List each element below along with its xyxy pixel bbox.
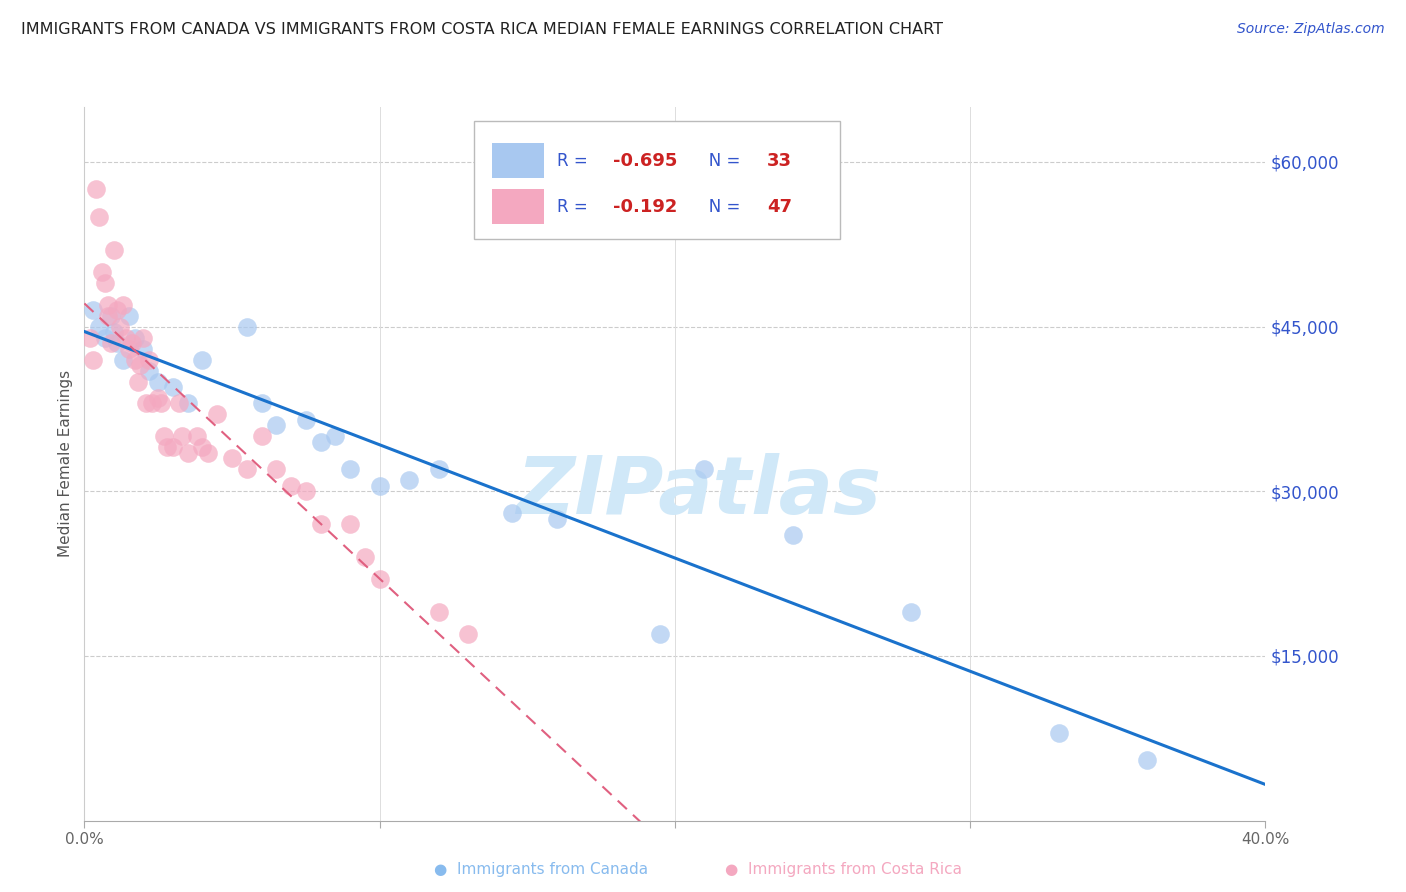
Point [162,380,184,394]
Point [97,309,120,323]
Point [1047,726,1070,740]
Text: R =: R = [557,152,593,169]
Point [114,330,136,344]
Text: 33: 33 [768,152,792,169]
Y-axis label: Median Female Earnings: Median Female Earnings [58,370,73,558]
Text: IMMIGRANTS FROM CANADA VS IMMIGRANTS FROM COSTA RICA MEDIAN FEMALE EARNINGS CORR: IMMIGRANTS FROM CANADA VS IMMIGRANTS FRO… [21,22,943,37]
Point [191,441,214,455]
Text: N =: N = [693,198,745,216]
Point [118,342,141,356]
Point [111,352,134,367]
Point [118,309,141,323]
Point [368,479,391,493]
FancyBboxPatch shape [492,143,544,178]
Point [84,182,107,196]
FancyBboxPatch shape [492,189,544,225]
Text: 47: 47 [768,198,792,216]
Point [264,418,288,433]
Point [150,396,173,410]
Text: -0.695: -0.695 [613,152,678,169]
Point [186,429,208,443]
Text: N =: N = [693,152,745,169]
Point [354,550,377,565]
Point [138,352,160,367]
Point [82,303,104,318]
Point [111,298,134,312]
Point [79,330,101,344]
Point [105,303,128,318]
Point [91,265,114,279]
Point [100,336,122,351]
Point [94,276,117,290]
Point [339,517,361,532]
Text: -0.192: -0.192 [613,198,678,216]
Point [177,396,200,410]
Point [124,352,146,367]
Point [693,462,716,476]
Point [280,479,302,493]
Point [648,627,672,641]
Point [141,396,163,410]
Point [250,429,273,443]
Point [138,363,160,377]
Point [191,352,214,367]
Point [177,446,200,460]
Point [236,462,259,476]
Point [129,358,152,372]
Point [900,605,922,619]
Point [132,342,155,356]
Point [127,375,149,389]
Point [398,473,420,487]
Point [309,434,332,449]
Text: ●  Immigrants from Costa Rica: ● Immigrants from Costa Rica [725,863,962,877]
Point [427,605,450,619]
Point [97,298,120,312]
Point [156,441,179,455]
Point [546,512,568,526]
Point [162,441,184,455]
Point [221,451,243,466]
Point [205,408,228,422]
Point [108,319,131,334]
FancyBboxPatch shape [474,121,841,239]
Point [250,396,273,410]
Text: Source: ZipAtlas.com: Source: ZipAtlas.com [1237,22,1385,37]
Point [135,396,157,410]
Point [339,462,361,476]
Point [89,319,111,334]
Point [103,325,125,339]
Point [457,627,479,641]
Point [124,330,146,344]
Point [103,243,125,257]
Point [264,462,288,476]
Point [94,330,117,344]
Point [368,572,391,586]
Point [105,336,128,351]
Point [501,506,523,520]
Point [153,429,176,443]
Point [148,375,170,389]
Point [167,396,190,410]
Point [132,330,155,344]
Point [197,446,219,460]
Point [148,391,170,405]
Point [1136,753,1159,767]
Point [782,528,804,542]
Point [309,517,332,532]
Text: R =: R = [557,198,593,216]
Point [295,413,318,427]
Point [89,210,111,224]
Point [100,309,122,323]
Text: ●  Immigrants from Canada: ● Immigrants from Canada [434,863,648,877]
Point [427,462,450,476]
Point [236,319,259,334]
Point [170,429,193,443]
Point [323,429,347,443]
Point [295,484,318,499]
Point [82,352,104,367]
Point [121,336,143,351]
Text: ZIPatlas: ZIPatlas [516,453,882,532]
